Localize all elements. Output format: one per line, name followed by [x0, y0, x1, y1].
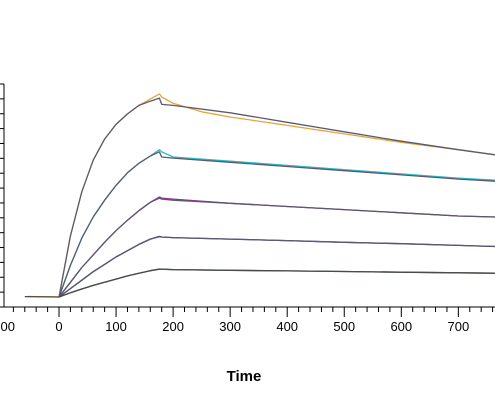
x-tick-label: 700 — [447, 319, 469, 334]
x-tick-label: 600 — [390, 319, 412, 334]
series-line-2 — [58, 97, 495, 298]
series-line-6 — [58, 197, 495, 298]
series-line-7 — [58, 235, 495, 298]
series-line-1 — [27, 93, 495, 298]
x-tick-label: 100 — [105, 319, 127, 334]
series-line-4 — [58, 151, 495, 298]
x-tick-label: 0 — [55, 319, 62, 334]
series-line-5 — [58, 196, 495, 298]
series-lines — [24, 93, 495, 298]
series-line-9 — [58, 268, 495, 298]
x-tick-label: 400 — [276, 319, 298, 334]
x-axis: -100 0 100 200 300 400 500 600 700 — [0, 306, 495, 334]
x-tick-label: -100 — [0, 319, 15, 334]
series-line-8 — [58, 236, 495, 298]
x-tick-label: 300 — [219, 319, 241, 334]
x-tick-label: 500 — [333, 319, 355, 334]
series-line-10 — [24, 268, 495, 298]
y-axis — [0, 83, 5, 308]
x-tick-label: 200 — [162, 319, 184, 334]
x-axis-title: Time — [227, 368, 262, 385]
